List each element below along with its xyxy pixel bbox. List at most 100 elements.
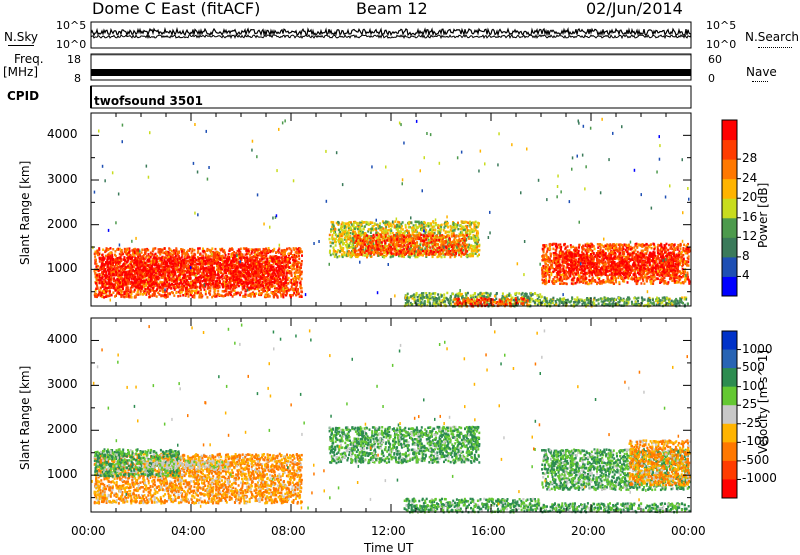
echo-cell <box>299 269 301 272</box>
echo-cell <box>138 271 140 274</box>
echo-cell <box>136 257 138 260</box>
echo-cell <box>103 296 105 299</box>
echo-cell <box>185 290 187 293</box>
echo-cell <box>134 295 136 298</box>
echo-cell <box>139 254 141 257</box>
echo-cell <box>272 266 274 269</box>
echo-cell <box>299 282 301 285</box>
echo-cell <box>262 281 264 284</box>
echo-cell <box>278 266 280 269</box>
echo-cell <box>252 262 254 265</box>
echo-cell <box>124 296 126 299</box>
echo-cell <box>175 283 177 286</box>
echo-cell <box>204 256 206 259</box>
echo-cell <box>186 271 188 274</box>
echo-cell <box>287 269 289 272</box>
echo-cell <box>103 291 105 294</box>
echo-cell <box>435 224 437 227</box>
echo-cell <box>252 293 254 296</box>
echo-cell <box>272 272 274 275</box>
echo-cell <box>268 289 270 292</box>
echo-cell <box>186 256 188 259</box>
echo-cell <box>113 277 115 280</box>
echo-cell <box>177 295 179 298</box>
echo-cell <box>119 286 121 289</box>
echo-cell <box>109 292 111 295</box>
echo-cell <box>216 259 218 262</box>
echo-cell <box>119 261 121 264</box>
echo-cell <box>180 291 182 294</box>
echo-cell <box>187 249 189 252</box>
echo-cell <box>478 249 480 252</box>
echo-cell <box>281 261 283 264</box>
echo-cell <box>175 279 177 282</box>
echo-cell <box>267 286 269 289</box>
echo-cell <box>408 232 410 235</box>
freq-band <box>91 69 691 76</box>
echo-cell <box>110 286 112 289</box>
echo-cell <box>159 277 161 280</box>
echo-cell <box>135 281 137 284</box>
echo-cell <box>379 225 381 228</box>
echo-cell <box>200 277 202 280</box>
echo-cell <box>385 255 387 258</box>
echo-cell <box>284 254 286 257</box>
echo-cell <box>212 285 214 288</box>
echo-cell <box>436 256 438 259</box>
echo-cell <box>141 249 143 252</box>
echo-cell <box>268 250 270 253</box>
echo-cell <box>239 271 241 274</box>
echo-cell <box>178 261 180 264</box>
echo-cell <box>294 260 296 263</box>
echo-cell <box>217 282 219 285</box>
echo-cell <box>255 266 257 269</box>
echo-cell <box>292 283 294 286</box>
echo-cell <box>95 259 97 262</box>
echo-cell <box>176 275 178 278</box>
echo-cell <box>475 221 477 224</box>
echo-cell <box>143 280 145 283</box>
echo-cell <box>250 295 252 298</box>
echo-cell <box>353 225 355 228</box>
echo-cell <box>291 250 293 253</box>
echo-cell <box>161 289 163 292</box>
echo-cell <box>267 293 269 296</box>
echo-cell <box>287 282 289 285</box>
echo-cell <box>290 288 292 291</box>
echo-cell <box>127 265 129 268</box>
echo-cell <box>350 251 352 254</box>
echo-cell <box>206 296 208 299</box>
echo-cell <box>173 294 175 297</box>
echo-cell <box>295 288 297 291</box>
echo-cell <box>329 234 331 237</box>
echo-cell <box>171 271 173 274</box>
echo-cell <box>199 271 201 274</box>
echo-cell <box>183 261 185 264</box>
echo-cell <box>248 264 250 267</box>
echo-cell <box>140 260 142 263</box>
echo-cell <box>181 256 183 259</box>
echo-cell <box>170 253 172 256</box>
echo-cell <box>272 259 274 262</box>
echo-cell <box>237 282 239 285</box>
echo-cell <box>442 252 444 255</box>
echo-cell <box>192 284 194 287</box>
echo-cell <box>127 259 129 262</box>
echo-cell <box>130 293 132 296</box>
echo-cell <box>250 268 252 271</box>
echo-cell <box>295 257 297 260</box>
echo-cell <box>235 259 237 262</box>
echo-cell <box>151 295 153 298</box>
echo-cell <box>250 273 252 276</box>
echo-cell <box>228 253 230 256</box>
echo-cell <box>96 274 98 277</box>
echo-cell <box>408 226 410 229</box>
echo-cell <box>261 292 263 295</box>
echo-cell <box>278 259 280 262</box>
echo-cell <box>279 290 281 293</box>
echo-cell <box>167 259 169 262</box>
echo-cell <box>212 268 214 271</box>
echo-cell <box>298 278 300 281</box>
echo-cell <box>283 293 285 296</box>
echo-cell <box>296 281 298 284</box>
